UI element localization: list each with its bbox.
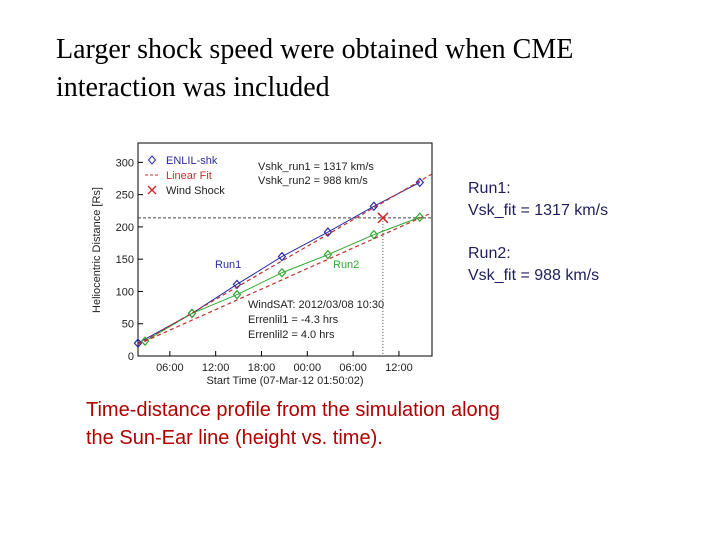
data-point — [415, 212, 425, 223]
data-point — [232, 279, 242, 290]
caption: Time-distance profile from the simulatio… — [86, 399, 500, 421]
annotation: Run1 — [215, 259, 241, 271]
x-tick-label: 00:00 — [294, 362, 322, 374]
y-axis-label: Heliocentric Distance [Rs] — [91, 187, 103, 313]
legend-label: Linear Fit — [166, 170, 212, 182]
note: Run2: — [468, 245, 511, 262]
note: Run1: — [468, 180, 511, 197]
data-point — [232, 289, 242, 300]
caption: the Sun-Ear line (height vs. time). — [86, 427, 383, 449]
slide-title: Larger shock speed were obtained when CM… — [56, 34, 573, 65]
x-tick-label: 06:00 — [339, 362, 367, 374]
y-tick-label: 200 — [116, 222, 134, 234]
plot-frame — [137, 142, 433, 357]
y-tick-label: 150 — [116, 254, 134, 266]
note: Vsk_fit = 988 km/s — [468, 267, 599, 284]
y-tick-label: 100 — [116, 286, 134, 298]
legend-label: Wind Shock — [166, 185, 225, 197]
data-point — [369, 201, 379, 212]
x-tick-label: 12:00 — [202, 362, 230, 374]
series-line — [144, 216, 420, 342]
data-point — [323, 227, 333, 237]
y-tick-label: 250 — [116, 190, 134, 202]
y-tick-label: 300 — [116, 157, 134, 169]
data-point — [369, 229, 379, 240]
annotation: Vshk_run2 = 988 km/s — [258, 175, 368, 187]
x-tick-label: 06:00 — [156, 362, 184, 374]
annotation: Vshk_run1 = 1317 km/s — [258, 161, 374, 173]
annotation: Errenlil2 = 4.0 hrs — [248, 329, 335, 341]
series-line — [137, 212, 433, 345]
annotation: WindSAT: 2012/03/08 10:30 — [248, 299, 384, 311]
annotation: Run2 — [333, 259, 359, 271]
x-tick-label: 12:00 — [385, 362, 413, 374]
x-axis-label: Start Time (07-Mar-12 01:50:02) — [206, 375, 363, 387]
y-tick-label: 50 — [122, 319, 134, 331]
note: Vsk_fit = 1317 km/s — [468, 202, 608, 219]
legend-marker — [147, 185, 157, 195]
series-line — [137, 173, 433, 345]
x-tick-label: 18:00 — [248, 362, 276, 374]
data-point — [415, 177, 425, 188]
annotation: Errenlil1 = -4.3 hrs — [248, 314, 339, 326]
legend-marker — [147, 155, 157, 165]
data-point — [133, 338, 143, 349]
slide-title: interaction was included — [56, 72, 330, 103]
wind-shock-marker — [377, 212, 389, 224]
data-point — [277, 267, 287, 278]
legend-label: ENLIL-shk — [166, 155, 218, 167]
y-tick-label: 0 — [128, 351, 134, 363]
data-point — [323, 249, 333, 260]
data-point — [277, 251, 287, 262]
